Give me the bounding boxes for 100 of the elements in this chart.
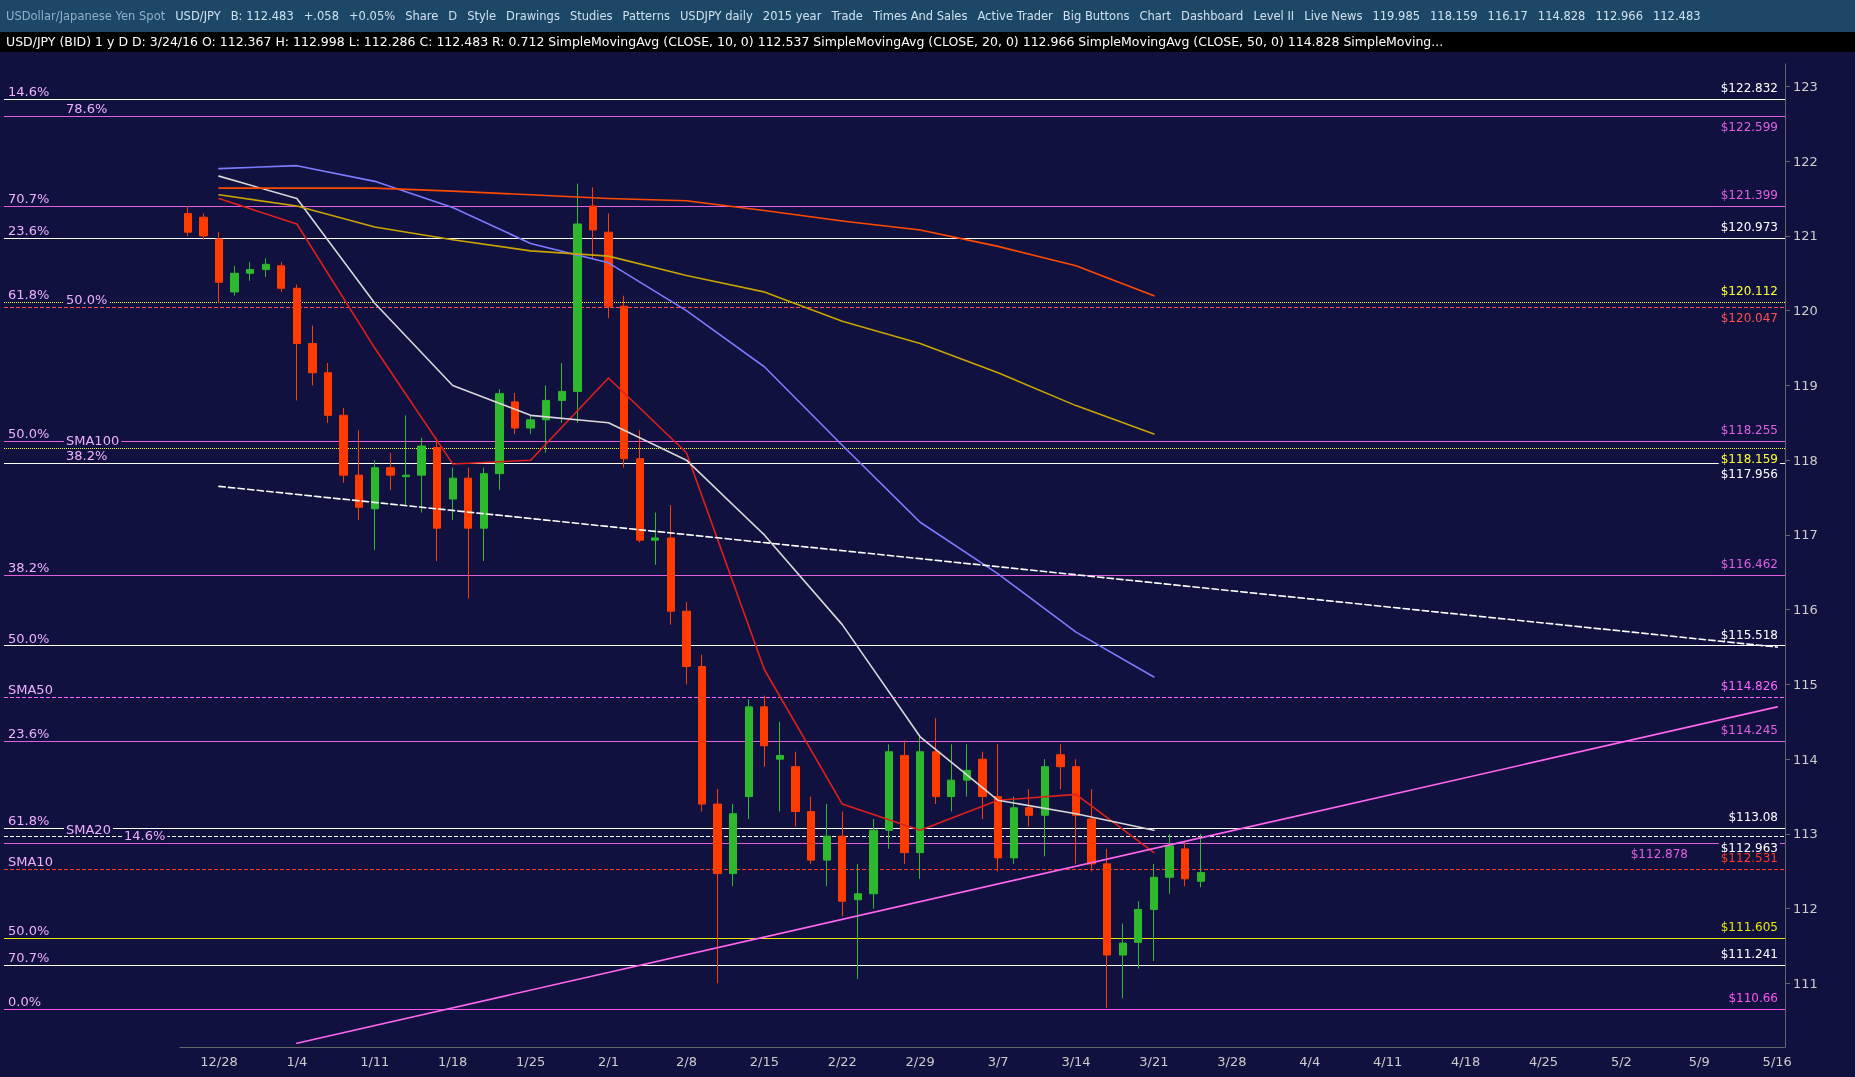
- ref-line-label: $120.047: [1720, 311, 1778, 326]
- candlestick: [651, 512, 659, 566]
- candlestick: [184, 205, 192, 237]
- text: Patterns: [622, 9, 670, 23]
- line-series: [218, 194, 1155, 435]
- ref-line-label: $122.832: [1720, 80, 1778, 95]
- ref-line-label: $118.255: [1720, 423, 1778, 438]
- candlestick: [620, 295, 628, 469]
- candlestick: [604, 213, 613, 319]
- candlestick: [729, 803, 737, 887]
- chart-title: USD/JPY (BID) 1 y D D: 3/24/16 O: 112.367 H: 112.998 L: 112.286 C: 112.483 R: 0.712 SimpleMovingAvg (CLOSE, 10, 0) 112.537 SimpleMovingAvg (CLOSE, 20, 0) 112.966 SimpleMovingAvg (CLOSE, 50, 0) 114.828 SimpleMoving...: [0, 32, 1855, 52]
- candlestick: [464, 467, 472, 599]
- line-series: [218, 187, 1155, 297]
- annotation: 38.2%: [66, 448, 108, 464]
- candlestick: [636, 429, 644, 543]
- y-tick-label: 114: [1793, 751, 1818, 767]
- annotation: 14.6%: [8, 83, 50, 99]
- candlestick: [667, 504, 675, 626]
- x-tick-label: 2/22: [827, 1054, 857, 1069]
- candlestick: [916, 736, 924, 880]
- ref-line-label: $118.159: [1720, 452, 1778, 467]
- candlestick: [386, 452, 395, 491]
- annotation: 50.0%: [66, 292, 108, 308]
- candlestick: [1103, 848, 1111, 1009]
- ref-line-label: $120.973: [1720, 219, 1778, 234]
- x-tick-label: 5/16: [1762, 1054, 1792, 1069]
- ref-line-label: $122.599: [1720, 120, 1778, 135]
- annotation: 23.6%: [8, 725, 50, 741]
- candlestick: [308, 325, 317, 386]
- candlestick: [1041, 758, 1049, 857]
- candlestick: [1056, 743, 1065, 790]
- y-tick-label: 119: [1793, 377, 1818, 393]
- text: +0.05%: [348, 9, 396, 23]
- x-tick-label: 2/8: [675, 1054, 697, 1069]
- annotation: SMA10: [8, 854, 53, 870]
- text: Times And Sales: [872, 9, 968, 23]
- y-tick-label: 116: [1793, 602, 1818, 618]
- candlestick: [589, 186, 597, 259]
- annotation: 14.6%: [124, 828, 166, 844]
- ref-line-label: $117.956: [1720, 467, 1778, 482]
- candlestick: [885, 743, 893, 850]
- x-tick-label: 4/18: [1450, 1054, 1481, 1069]
- x-tick-label: 3/21: [1139, 1054, 1169, 1069]
- candlestick: [339, 407, 348, 484]
- candlestick: [511, 392, 519, 435]
- candlestick: [573, 183, 582, 424]
- text: Dashboard: [1181, 9, 1244, 23]
- candlestick: [1087, 788, 1096, 872]
- annotation: 0.0%: [8, 993, 42, 1009]
- candlestick: [869, 818, 878, 910]
- text: USDollar/Japanese Yen Spot: [6, 9, 166, 23]
- annotation: 61.8%: [8, 812, 50, 828]
- annotation: 50.0%: [8, 923, 50, 939]
- ref-line-label: $116.462: [1720, 557, 1778, 572]
- candlestick: [823, 803, 831, 887]
- text: 114.828: [1537, 9, 1586, 23]
- annotation: 50.0%: [8, 630, 50, 646]
- candlestick: [1197, 833, 1205, 888]
- text: Trade: [831, 9, 863, 23]
- text: 2015 year: [762, 9, 822, 23]
- candlestick: [449, 467, 457, 521]
- y-tick-label: 117: [1793, 527, 1818, 543]
- candlestick: [199, 213, 208, 241]
- annotation: 70.7%: [8, 191, 50, 207]
- annotation: 23.6%: [8, 222, 50, 238]
- text: 112.966: [1595, 9, 1643, 23]
- line-series: [218, 164, 1155, 678]
- text: Chart: [1139, 9, 1172, 23]
- annotation: 50.0%: [8, 426, 50, 442]
- x-tick-label: 5/9: [1688, 1054, 1710, 1069]
- x-tick-label: 3/28: [1217, 1054, 1247, 1069]
- text: 116.17: [1487, 9, 1528, 23]
- candlestick: [698, 654, 706, 813]
- x-tick-label: 5/2: [1610, 1054, 1632, 1069]
- ref-line-label: $111.241: [1720, 947, 1778, 962]
- y-tick-label: 123: [1793, 78, 1818, 94]
- text: USDJPY daily: [679, 9, 753, 23]
- ref-line-label: $113.08: [1728, 809, 1778, 824]
- text: USD/JPY: [175, 9, 221, 23]
- y-tick-label: 121: [1793, 228, 1818, 244]
- candlestick: [994, 743, 1002, 872]
- candlestick: [402, 414, 410, 506]
- text: Studies: [569, 9, 613, 23]
- candlestick: [495, 388, 504, 491]
- candlestick: [713, 788, 722, 984]
- annotation: 38.2%: [8, 560, 50, 576]
- text: Big Buttons: [1062, 9, 1130, 23]
- candlestick: [978, 751, 987, 820]
- text: Level II: [1253, 9, 1295, 23]
- candlestick: [230, 265, 239, 297]
- x-tick-label: 1/11: [360, 1054, 390, 1069]
- candlestick: [526, 414, 535, 435]
- x-tick-label: 2/1: [598, 1054, 619, 1069]
- x-tick-label: 3/7: [987, 1054, 1009, 1069]
- text: Style: [467, 9, 497, 23]
- text: Live News: [1304, 9, 1363, 23]
- candlestick: [417, 437, 426, 514]
- x-tick-label: 1/4: [286, 1054, 308, 1069]
- y-tick-label: 120: [1793, 303, 1818, 319]
- candlestick: [262, 257, 270, 278]
